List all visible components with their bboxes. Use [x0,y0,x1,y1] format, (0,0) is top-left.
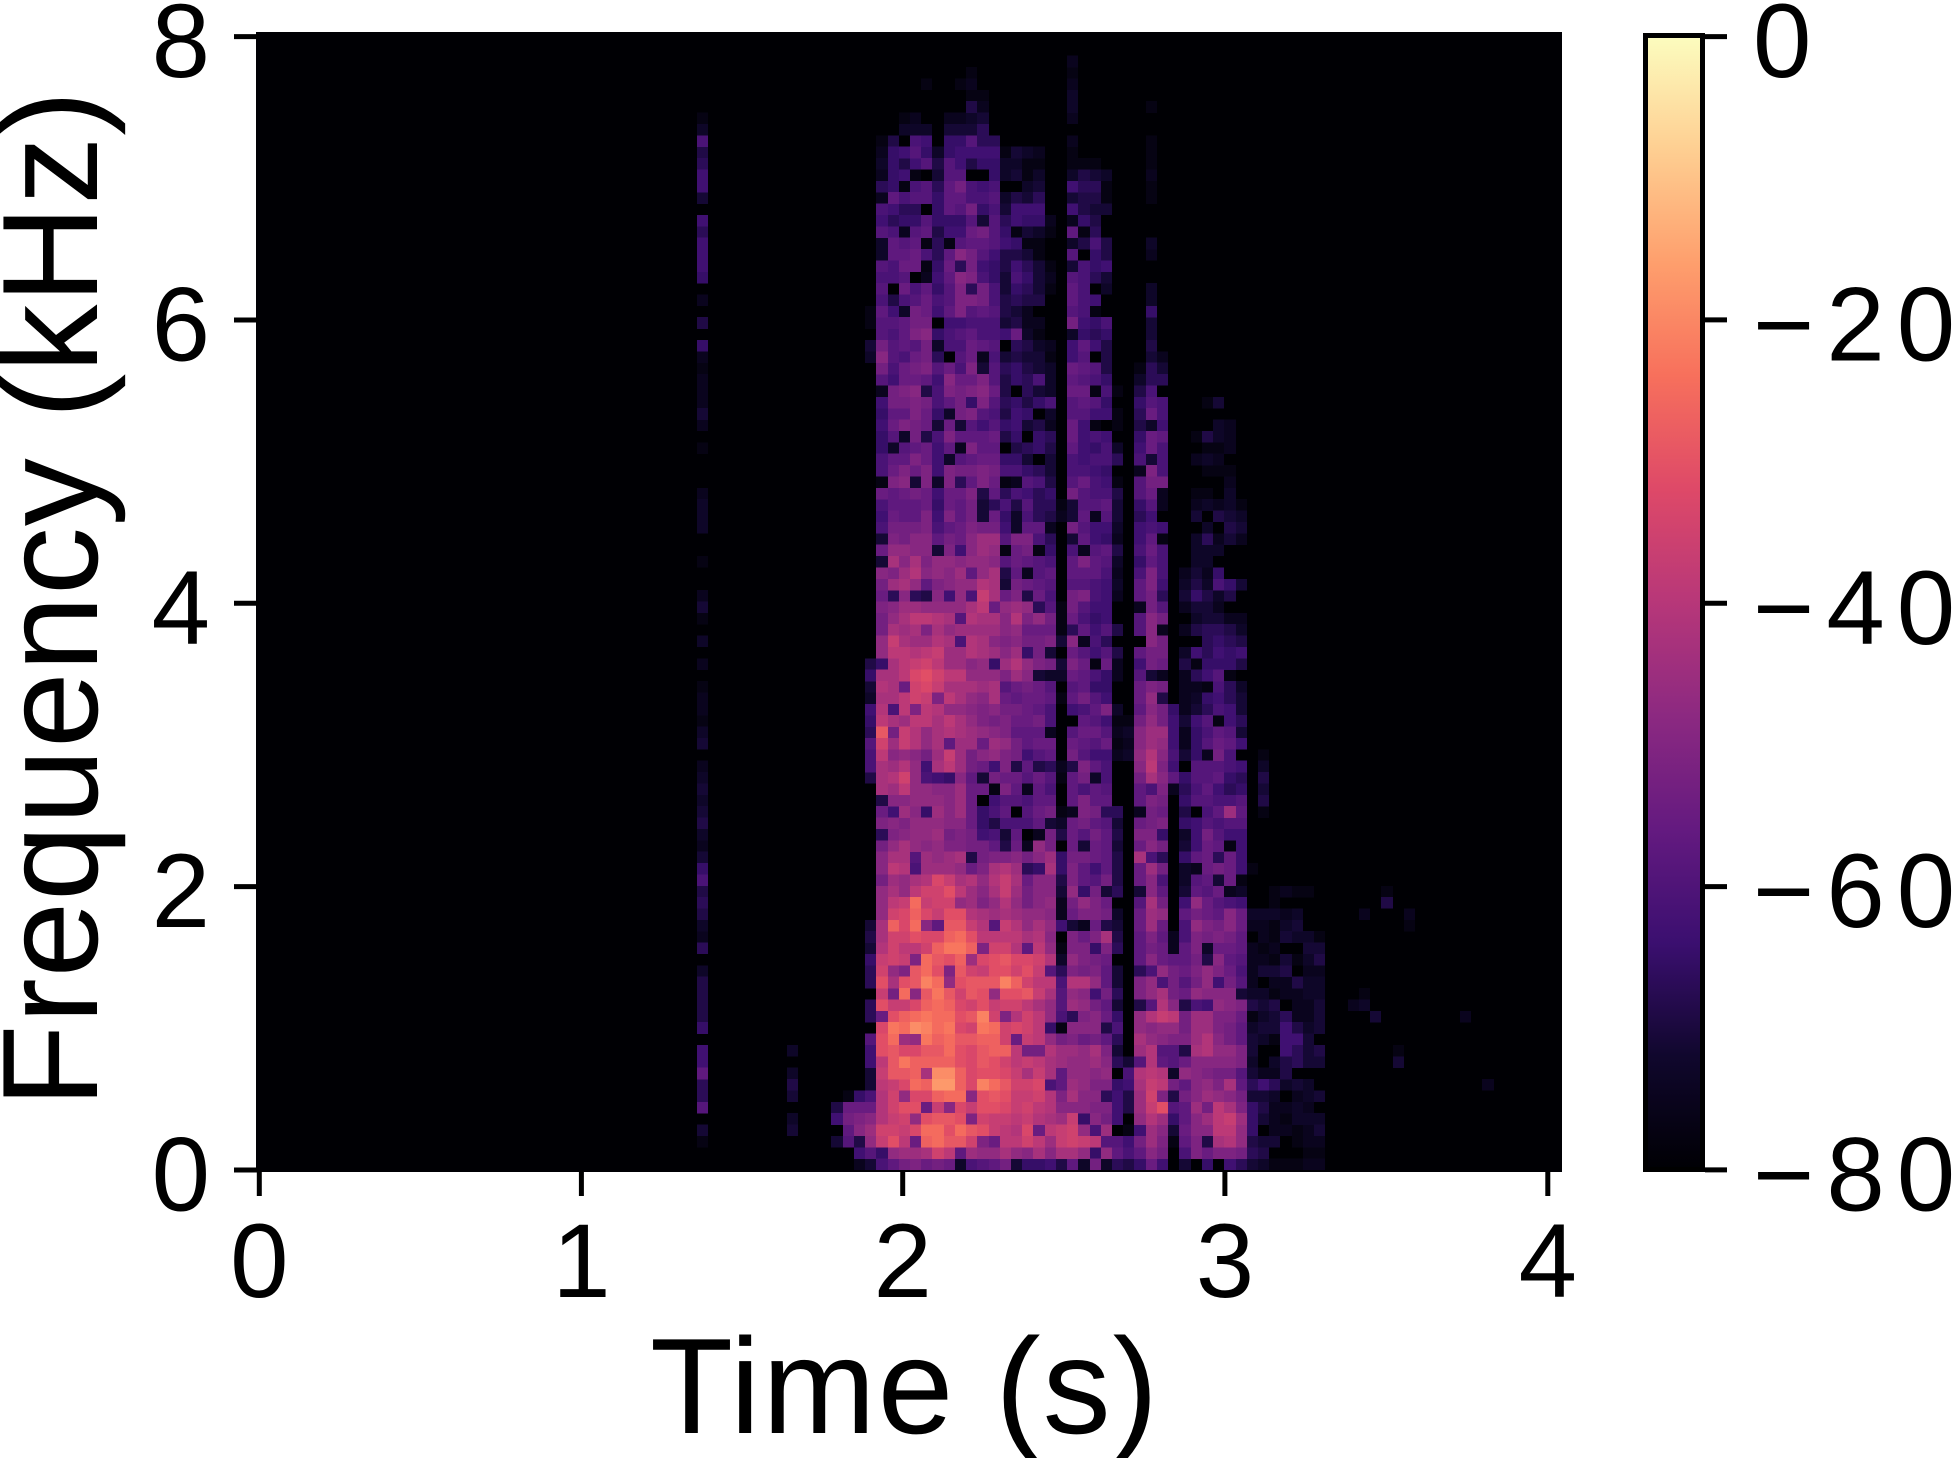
svg-text:−20: −20 [1753,267,1955,384]
svg-text:0: 0 [230,1203,288,1320]
svg-text:0: 0 [1753,0,1823,100]
svg-text:Frequency (kHz): Frequency (kHz) [0,91,126,1108]
svg-text:2: 2 [873,1203,931,1320]
svg-text:−40: −40 [1753,550,1955,667]
svg-text:Time (s): Time (s) [650,1310,1158,1458]
svg-text:−60: −60 [1753,833,1955,950]
svg-text:2: 2 [152,833,210,950]
svg-text:4: 4 [1519,1203,1577,1320]
svg-text:1: 1 [552,1203,610,1320]
svg-text:6: 6 [152,267,210,384]
svg-text:3: 3 [1196,1203,1254,1320]
svg-text:4: 4 [152,550,210,667]
svg-text:8: 8 [152,0,210,100]
svg-text:−80: −80 [1753,1117,1955,1234]
svg-text:0: 0 [152,1117,210,1234]
